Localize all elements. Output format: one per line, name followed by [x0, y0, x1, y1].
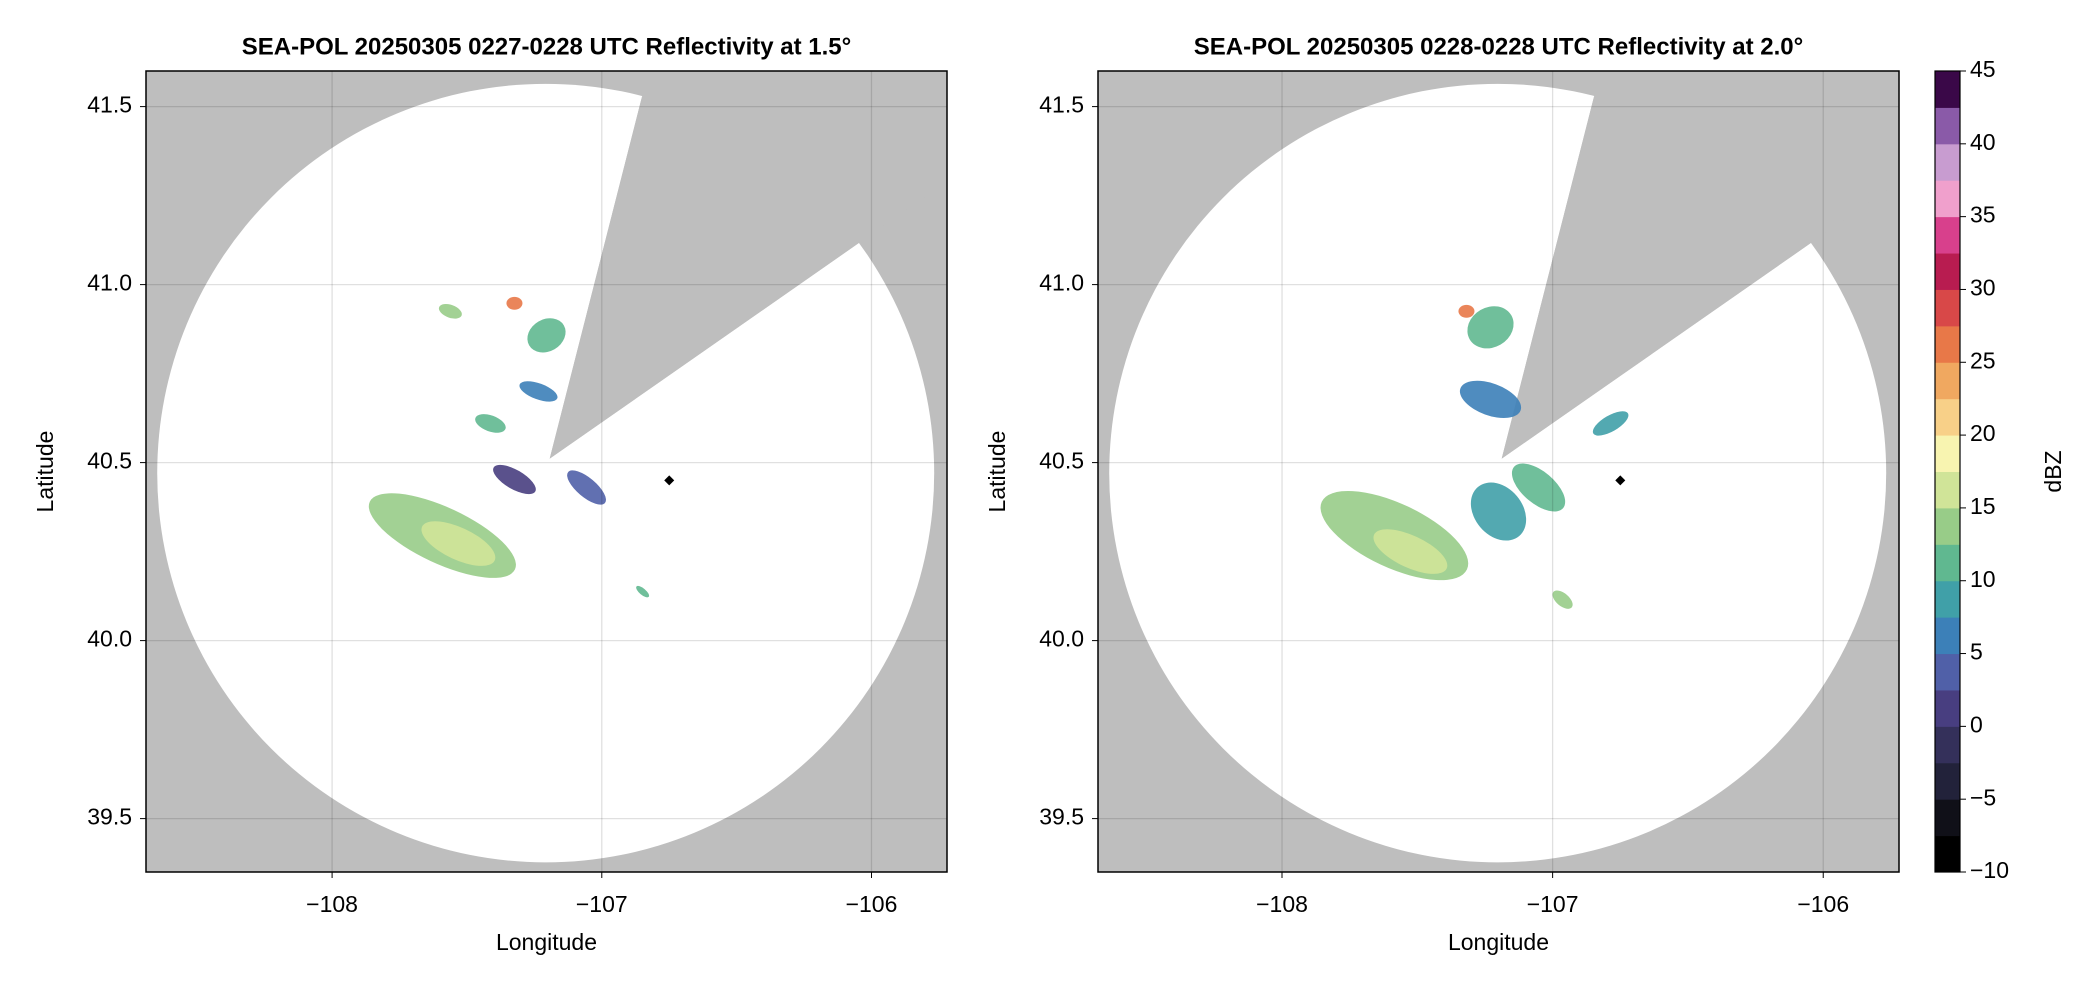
panel: −108 −107 −106 39.5 40.0 40.5 41.0 41.5 SEA-POL …: [32, 33, 948, 955]
echo: [438, 304, 462, 319]
colorbar-tick-label: 40: [1970, 129, 1996, 155]
colorbar-swatch: [1935, 289, 1960, 327]
axes-frame: [1097, 70, 1900, 873]
colorbar-swatch: [1935, 107, 1960, 145]
y-tick-label: 41.5: [87, 92, 132, 118]
colorbar-swatch: [1935, 216, 1960, 254]
y-axis-label: Latitude: [32, 431, 58, 513]
colorbar-swatch: [1935, 799, 1960, 837]
echo: [1458, 304, 1475, 318]
echo: [1467, 306, 1514, 349]
colorbar-swatch: [1935, 762, 1960, 800]
echo: [519, 381, 558, 402]
echo: [493, 464, 536, 495]
colorbar-tick-label: 15: [1970, 493, 1996, 519]
echo: [567, 470, 606, 505]
y-tick-label: 41.5: [1039, 92, 1084, 118]
echo: [421, 521, 496, 566]
echo: [1592, 411, 1629, 436]
echo: [1470, 482, 1527, 541]
x-tick-label: −108: [1256, 891, 1308, 917]
x-tick-label: −107: [1527, 891, 1579, 917]
x-tick-label: −106: [1797, 891, 1849, 917]
blocked-sector-edge: [549, 97, 860, 459]
colorbar-swatch: [1935, 180, 1960, 218]
echo: [1552, 590, 1573, 609]
colorbar-swatch: [1935, 398, 1960, 436]
blocked-sector-edge: [1501, 97, 1812, 459]
colorbar-swatch: [1935, 835, 1960, 873]
x-axis-label: Longitude: [1448, 929, 1549, 955]
colorbar-swatch: [1935, 689, 1960, 727]
colorbar-swatch: [1935, 253, 1960, 290]
echo: [1511, 463, 1566, 512]
colorbar-tick-label: 30: [1970, 275, 1996, 301]
y-tick-label: 41.0: [87, 270, 132, 296]
colorbar-tick-label: −5: [1970, 784, 1996, 810]
y-tick-label: 39.5: [87, 804, 132, 830]
y-tick-label: 41.0: [1039, 270, 1084, 296]
colorbar-tick-label: 20: [1970, 420, 1996, 446]
colorbar-swatch: [1935, 143, 1960, 181]
colorbar-swatch: [1935, 617, 1960, 655]
colorbar-frame: [1934, 70, 1961, 873]
colorbar-swatch: [1935, 507, 1960, 545]
axes-frame: [145, 70, 948, 873]
colorbar-swatch: [1935, 471, 1960, 509]
colorbar-tick-label: 35: [1970, 202, 1996, 228]
colorbar-label: dBZ: [2040, 450, 2066, 492]
colorbar-swatch: [1935, 580, 1960, 618]
radar-marker: [1615, 475, 1626, 486]
colorbar-tick-label: −10: [1970, 857, 2009, 883]
y-tick-label: 40.0: [1039, 626, 1084, 652]
echo: [506, 296, 523, 310]
chart-title: SEA-POL 20250305 0228-0228 UTC Reflectiv…: [1194, 33, 1803, 60]
colorbar-swatch: [1935, 435, 1960, 472]
x-tick-label: −108: [306, 891, 358, 917]
y-tick-label: 39.5: [1039, 804, 1084, 830]
radar-marker: [664, 475, 675, 486]
x-tick-label: −106: [846, 891, 898, 917]
colorbar-swatch: [1935, 71, 1960, 108]
colorbar-swatch: [1935, 362, 1960, 400]
colorbar-tick-label: 5: [1970, 639, 1983, 665]
y-tick-label: 40.5: [87, 448, 132, 474]
y-axis-label: Latitude: [984, 431, 1010, 513]
echo: [1459, 380, 1522, 419]
colorbar-tick-label: 45: [1970, 56, 1996, 82]
colorbar-tick-label: 25: [1970, 347, 1996, 373]
x-axis-label: Longitude: [496, 929, 597, 955]
echo: [527, 318, 566, 353]
chart-title: SEA-POL 20250305 0227-0228 UTC Reflectiv…: [242, 33, 851, 60]
colorbar-tick-label: 0: [1970, 711, 1983, 737]
panel: −108 −107 −106 39.5 40.0 40.5 41.0 41.5 SEA-POL …: [984, 33, 2066, 955]
echo: [475, 414, 506, 433]
colorbar-swatch: [1935, 726, 1960, 764]
y-tick-label: 40.5: [1039, 448, 1084, 474]
y-tick-label: 40.0: [87, 626, 132, 652]
colorbar-swatch: [1935, 325, 1960, 363]
echo: [1373, 529, 1448, 574]
colorbar-swatch: [1935, 544, 1960, 582]
echo: [636, 585, 650, 598]
colorbar-swatch: [1935, 653, 1960, 691]
colorbar-tick-label: 10: [1970, 566, 1996, 592]
x-tick-label: −107: [576, 891, 628, 917]
